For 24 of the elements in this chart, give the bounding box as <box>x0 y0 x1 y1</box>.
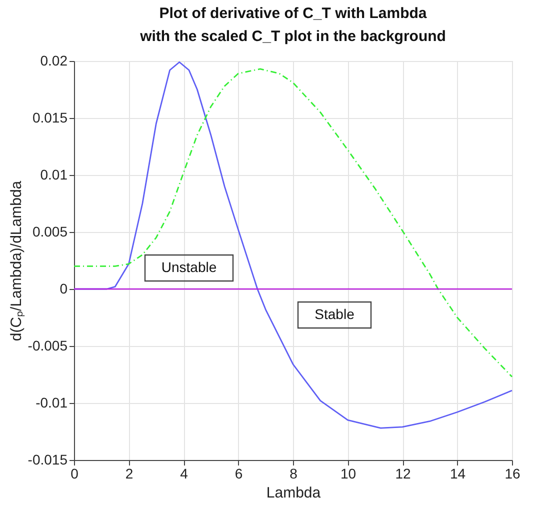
y-tick-label: 0 <box>60 280 68 296</box>
x-tick-label: 10 <box>340 466 356 482</box>
annotation: Stable <box>314 306 355 322</box>
x-tick-label: 16 <box>504 466 520 482</box>
y-tick-label: 0.005 <box>32 224 68 240</box>
y-axis-title: d(Cₚ/Lambda)/dLambda <box>8 180 25 342</box>
x-tick-label: 12 <box>395 466 411 482</box>
x-tick-label: 8 <box>290 466 298 482</box>
x-tick-label: 4 <box>180 466 188 482</box>
annotation: Unstable <box>161 259 217 275</box>
chart-subtitle: with the scaled C_T plot in the background <box>139 28 446 45</box>
y-tick-label: -0.01 <box>36 394 68 410</box>
y-tick-label: 0.015 <box>32 110 68 126</box>
x-tick-label: 6 <box>234 466 243 482</box>
y-tick-label: -0.005 <box>28 338 68 354</box>
line-series <box>73 68 513 378</box>
x-axis-title: Lambda <box>266 484 322 502</box>
y-tick-label: 0.01 <box>40 166 68 182</box>
y-tick-label: -0.015 <box>28 452 68 468</box>
x-tick-label: 2 <box>125 466 134 482</box>
y-tick-label: 0.02 <box>40 52 68 68</box>
x-tick-label: 14 <box>450 466 466 482</box>
x-tick-label: 0 <box>70 466 79 482</box>
chart-title: Plot of derivative of C_T with Lambda <box>159 5 428 22</box>
